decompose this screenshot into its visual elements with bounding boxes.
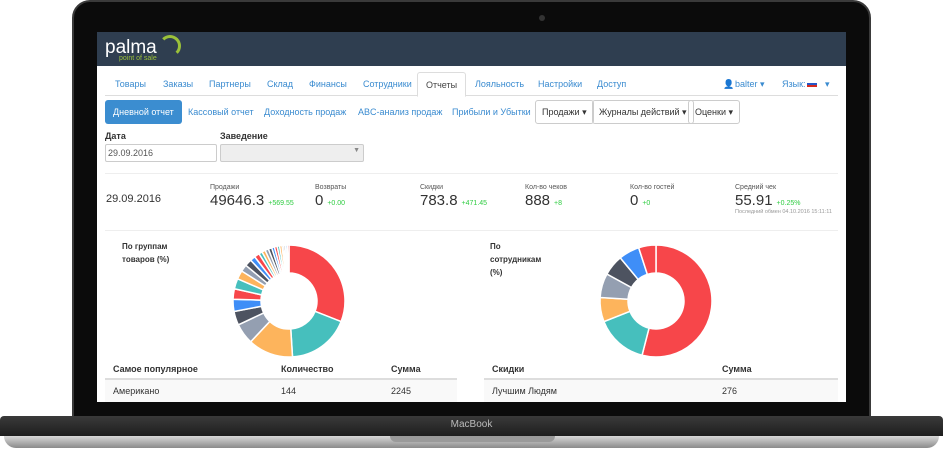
laptop-foot — [4, 436, 939, 448]
stat-sales: Продажи 49646.3 +569.55 — [210, 184, 294, 209]
language-menu[interactable]: Язык: — [782, 79, 806, 89]
chevron-down-icon: ▼ — [353, 147, 360, 154]
tab-access[interactable]: Доступ — [597, 79, 627, 89]
date-input[interactable]: 29.09.2016 — [105, 144, 217, 162]
stat-checks: Кол-во чеков 888 +8 — [525, 184, 567, 209]
divider — [105, 173, 838, 174]
date-label: Дата — [105, 131, 126, 141]
summary-date: 29.09.2016 — [106, 193, 162, 205]
divider — [105, 230, 838, 231]
table-header: Самое популярное Количество Сумма — [105, 358, 457, 380]
column-header: Количество — [281, 364, 334, 374]
abc-analysis-link[interactable]: ABC-анализ продаж — [358, 107, 443, 117]
tab-orders[interactable]: Заказы — [163, 79, 194, 89]
logo[interactable]: palma point of sale — [105, 37, 157, 62]
stat-delta: +0.00 — [327, 200, 346, 207]
venue-select[interactable]: ▼ — [220, 144, 364, 162]
tab-finance[interactable]: Финансы — [309, 79, 347, 89]
tab-goods[interactable]: Товары — [115, 79, 146, 89]
logo-subtitle: point of sale — [119, 55, 157, 62]
cell: 2245 — [391, 386, 412, 396]
stat-delta: +0.25% — [776, 200, 801, 207]
table-header: Скидки Сумма — [484, 358, 838, 380]
cell: 276 — [722, 386, 738, 396]
camera — [539, 15, 545, 21]
stat-value: 783.8 — [420, 192, 458, 209]
tab-reports[interactable]: Отчеты — [417, 72, 467, 97]
sales-dropdown[interactable]: Продажи ▾ — [535, 100, 594, 124]
stat-value: 0 — [630, 192, 639, 209]
stat-value: 0 — [315, 192, 324, 209]
chart-title-staff: По сотрудникам (%) — [490, 242, 542, 277]
popular-table: Самое популярное Количество Сумма Американ… — [105, 358, 457, 402]
stat-delta: +569.55 — [268, 200, 294, 207]
stat-label: Кол-во чеков — [525, 184, 568, 191]
donut-slice — [288, 244, 346, 323]
venue-label: Заведение — [220, 131, 268, 141]
language-caret-icon[interactable]: ▾ — [825, 79, 830, 89]
stat-discounts: Скидки 783.8 +471.45 — [420, 184, 487, 209]
stat-value: 888 — [525, 192, 551, 209]
action-logs-dropdown[interactable]: Журналы действий ▾ — [592, 100, 694, 124]
tab-partners[interactable]: Партнеры — [209, 79, 251, 89]
stat-label: Продажи — [210, 184, 240, 191]
column-header: Сумма — [391, 364, 421, 374]
stat-returns: Возвраты 0 +0.00 — [315, 184, 346, 209]
stat-label: Скидки — [420, 184, 444, 191]
donut-slice — [286, 244, 290, 274]
donut-slice — [637, 244, 657, 276]
stat-guests: Кол-во гостей 0 +0 — [630, 184, 674, 209]
logo-text: palma — [105, 37, 157, 58]
column-header: Самое популярное — [113, 364, 198, 374]
touch-hand-icon — [159, 35, 181, 57]
cell: Американо — [113, 386, 160, 396]
app-screen: palma point of sale Товары Заказы Партнер… — [97, 32, 846, 402]
donut-slice — [641, 244, 713, 358]
cell: 144 — [281, 386, 297, 396]
sales-profit-link[interactable]: Доходность продаж — [264, 107, 347, 117]
tab-settings[interactable]: Настройки — [538, 79, 583, 89]
stat-value: 55.91 — [735, 192, 773, 209]
discounts-table: Скидки Сумма Лучшим Людям 276 — [484, 358, 838, 402]
user-menu[interactable]: balter ▾ — [735, 79, 765, 89]
stat-delta: +0 — [642, 200, 651, 207]
app-header: palma point of sale — [97, 32, 846, 66]
donut-chart-groups — [232, 244, 346, 358]
stat-value: 49646.3 — [210, 192, 265, 209]
stat-label: Возвраты — [315, 184, 347, 191]
ratings-dropdown[interactable]: Оценки ▾ — [688, 100, 741, 124]
table-row: Лучшим Людям 276 — [484, 380, 838, 402]
profit-loss-link[interactable]: Прибыли и Убытки — [452, 107, 531, 117]
device-label: MacBook — [450, 419, 493, 430]
stat-label: Средний чек — [735, 184, 777, 191]
cell: Лучшим Людям — [492, 386, 557, 396]
chart-title-groups: По группам товаров (%) — [122, 242, 170, 264]
user-icon: 👤 — [723, 79, 735, 89]
tab-warehouse[interactable]: Склад — [267, 79, 294, 89]
daily-report-button[interactable]: Дневной отчет — [105, 100, 182, 124]
table-row: Американо 144 2245 — [105, 380, 457, 402]
tab-loyalty[interactable]: Лояльность — [475, 79, 525, 89]
stat-label: Кол-во гостей — [630, 184, 675, 191]
laptop-notch — [390, 436, 555, 442]
laptop-base: MacBook — [0, 416, 943, 436]
tab-staff[interactable]: Сотрудники — [363, 79, 412, 89]
column-header: Скидки — [492, 364, 525, 374]
cash-report-link[interactable]: Кассовый отчет — [188, 107, 254, 117]
donut-chart-staff — [599, 244, 713, 358]
donut-slice — [289, 310, 343, 358]
stat-delta: +8 — [554, 200, 563, 207]
stat-avg-check: Средний чек 55.91 +0.25% Последний обмен 04… — [735, 184, 832, 215]
stat-delta: +471.45 — [461, 200, 488, 207]
russian-flag-icon — [807, 81, 817, 87]
column-header: Сумма — [722, 364, 752, 374]
last-sync: Последний обмен 04.10.2016 15:11:11 — [735, 209, 832, 215]
main-nav: Товары Заказы Партнеры Склад Финансы Сот… — [105, 70, 838, 97]
